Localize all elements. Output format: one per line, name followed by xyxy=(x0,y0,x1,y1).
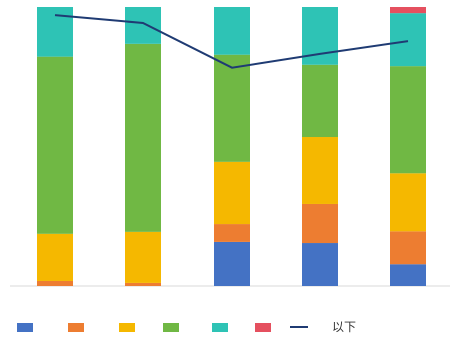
bar-segment-3-2 xyxy=(214,224,250,242)
bar-segment-1-4 xyxy=(37,56,73,234)
bar-segment-5-2 xyxy=(390,231,426,265)
bar-segment-1-3 xyxy=(37,233,73,281)
bar-segment-5-1 xyxy=(390,264,426,286)
bar-segment-4-4 xyxy=(302,64,338,138)
legend-swatch-3 xyxy=(119,323,135,332)
legend-swatch-2 xyxy=(68,323,84,332)
legend-swatch-5 xyxy=(212,323,228,332)
legend-swatch-6 xyxy=(255,323,271,332)
line-series xyxy=(54,14,409,69)
bar-segment-4-3 xyxy=(302,137,338,204)
bar-segment-2-5 xyxy=(125,7,161,44)
bar-segment-5-3 xyxy=(390,173,426,232)
bar-segment-3-4 xyxy=(214,54,250,162)
bar-segment-3-1 xyxy=(214,241,250,286)
bar-segment-1-5 xyxy=(37,7,73,57)
legend-swatch-1 xyxy=(17,323,33,332)
bar-segment-4-1 xyxy=(302,243,338,286)
bar-segment-3-5 xyxy=(214,7,250,55)
bar-segment-5-6 xyxy=(390,7,426,14)
bar-segment-5-5 xyxy=(390,13,426,67)
bar-segment-5-4 xyxy=(390,66,426,174)
bar-segment-2-4 xyxy=(125,43,161,232)
bar-segment-2-3 xyxy=(125,231,161,283)
legend-label-line: 以下 xyxy=(332,320,356,334)
bar-segment-4-2 xyxy=(302,203,338,244)
legend: 以下 xyxy=(17,320,356,334)
legend-swatch-4 xyxy=(163,323,179,332)
bars-layer xyxy=(37,7,426,286)
bar-segment-3-3 xyxy=(214,161,250,225)
bar-segment-2-2 xyxy=(125,282,161,286)
bar-segment-1-2 xyxy=(37,280,73,286)
line-layer xyxy=(54,14,409,69)
